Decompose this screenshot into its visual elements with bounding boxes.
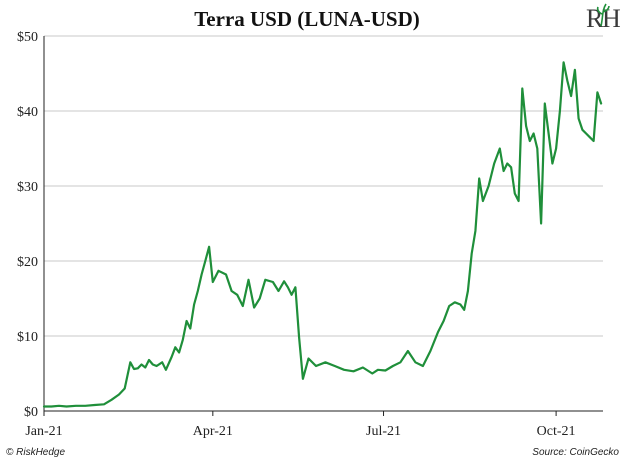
y-tick-label: $10 bbox=[17, 330, 38, 345]
series-line-0 bbox=[42, 61, 603, 408]
logo: R H bbox=[586, 3, 621, 33]
gridlines bbox=[44, 35, 603, 337]
series-layer bbox=[42, 61, 603, 408]
x-tick-label: Oct-21 bbox=[537, 424, 576, 439]
x-tick-label: Apr-21 bbox=[193, 424, 233, 439]
y-tick-label: $30 bbox=[17, 180, 38, 195]
footer-source: Source: CoinGecko bbox=[532, 447, 619, 458]
chart-title: Terra USD (LUNA-USD) bbox=[194, 7, 420, 31]
y-tick-label: $40 bbox=[17, 105, 38, 120]
x-tick-label: Jul-21 bbox=[366, 424, 401, 439]
axes bbox=[43, 36, 603, 412]
y-axis-ticks: $0 $10 $20 $30 $40 $50 bbox=[17, 30, 38, 420]
y-tick-label: $50 bbox=[17, 30, 38, 45]
footer-credit: © RiskHedge bbox=[6, 447, 65, 458]
y-tick-label: $0 bbox=[24, 405, 38, 420]
logo-mark: R bbox=[586, 4, 604, 33]
leaf-icon bbox=[596, 3, 610, 27]
x-tick-label: Jan-21 bbox=[25, 424, 62, 439]
y-tick-label: $20 bbox=[17, 255, 38, 270]
x-axis-ticks: Jan-21 Apr-21 Jul-21 Oct-21 bbox=[25, 411, 576, 439]
logo-mark-h: H bbox=[602, 4, 621, 33]
